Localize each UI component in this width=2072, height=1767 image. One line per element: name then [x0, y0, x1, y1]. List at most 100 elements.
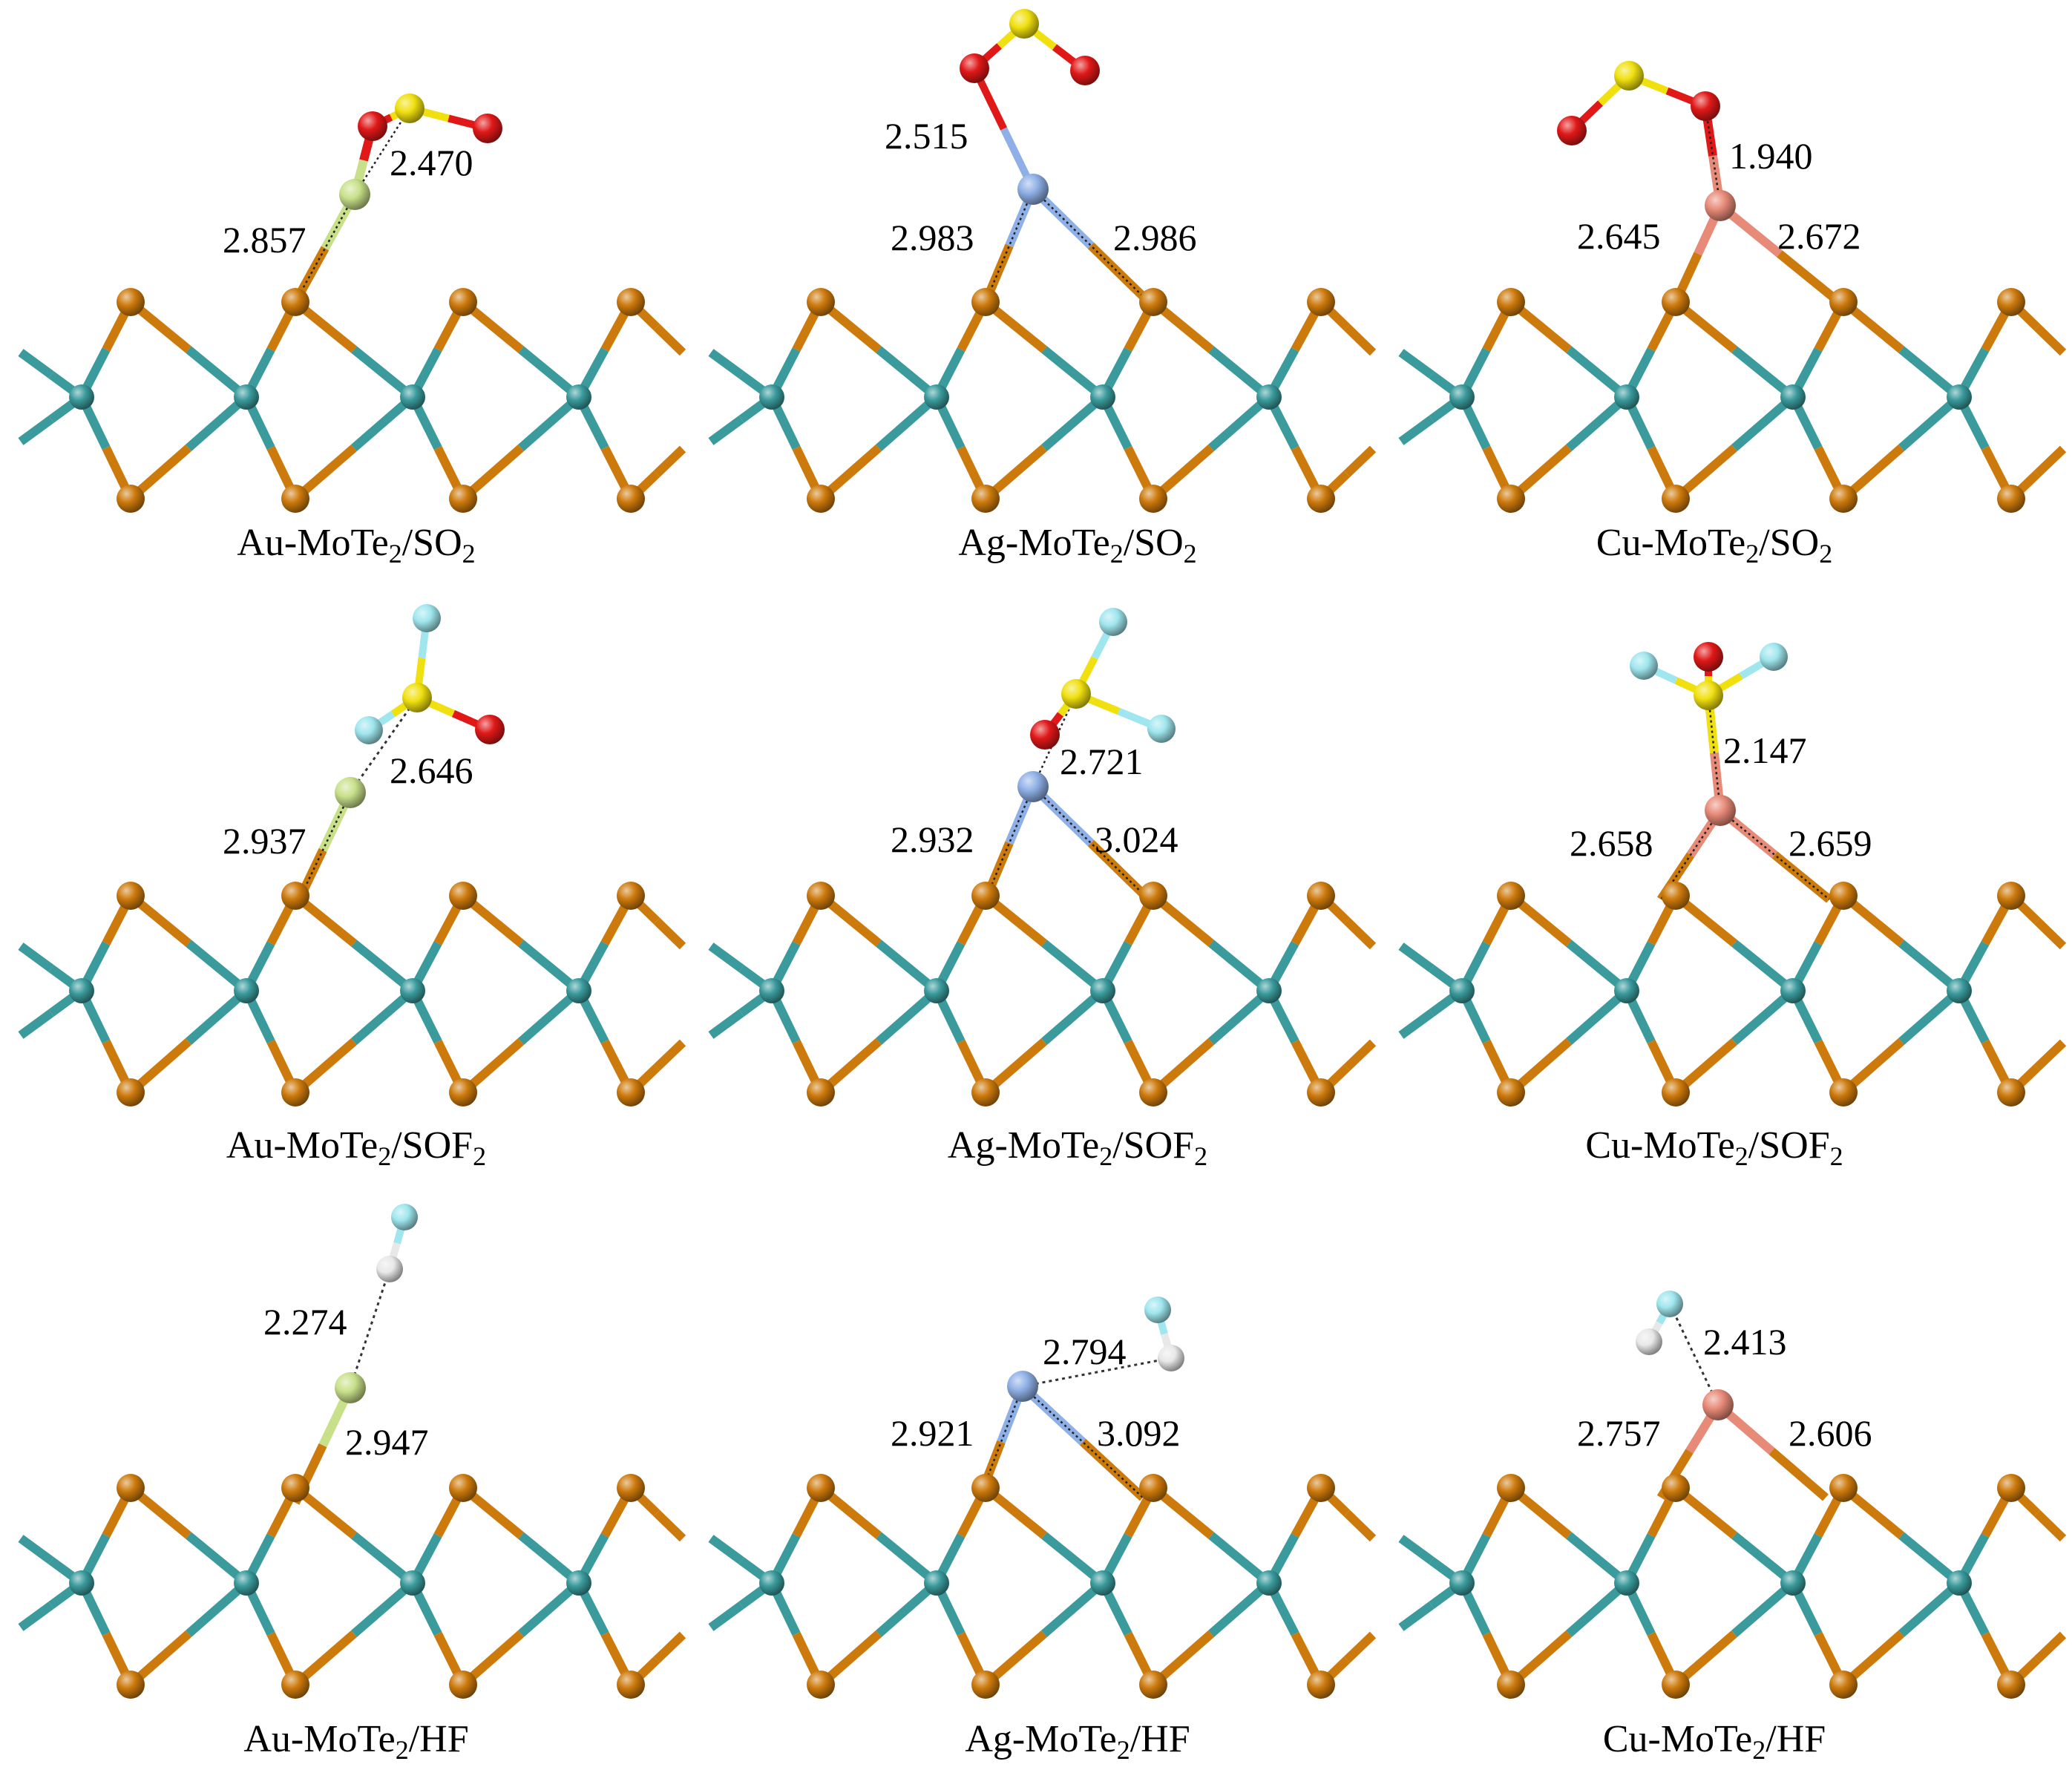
te-atom [807, 1078, 835, 1107]
te-atom [971, 1078, 1000, 1107]
ag-hf-mote-bond [1098, 1581, 1158, 1687]
cu-sof2-mote-bond [1840, 892, 1962, 994]
ag-sof2-distance-label: 2.721 [1060, 741, 1144, 782]
ag-dopant-atom [1007, 1371, 1038, 1402]
te-atom [1829, 1671, 1858, 1699]
cu-hf-mote-bond [1508, 1579, 1630, 1688]
au-so2-mote-bond [77, 395, 135, 501]
au-hf-distance-label: 2.947 [345, 1421, 429, 1463]
te-atom [1307, 1078, 1335, 1107]
te-atom [1307, 882, 1335, 910]
cu-so2-mote-bond [1622, 300, 1680, 399]
te-atom [1307, 1671, 1335, 1699]
mo-atom [759, 1570, 784, 1596]
te-atom [1307, 1474, 1335, 1502]
ag-sof2-mote-bond [818, 987, 940, 1096]
te-atom [1829, 1474, 1858, 1502]
ag-sof2-mote-bond [818, 892, 940, 994]
mo-atom [566, 978, 591, 1003]
te-atom [1662, 1474, 1690, 1502]
cu-hf-distance-label: 2.413 [1703, 1321, 1787, 1363]
mo-atom [1780, 384, 1806, 410]
bonds-layer [18, 21, 2067, 1688]
te-atom [1139, 882, 1167, 910]
cu-hf-mote-bond [1673, 1579, 1796, 1688]
au-hf-mote-bond [574, 1486, 635, 1585]
ag-so2-mote-bond [1098, 395, 1158, 501]
te-atom [1139, 485, 1167, 513]
au-hf-mote-bond [242, 1581, 300, 1687]
cu-sof2-mote-bond [1789, 894, 1848, 993]
te-atom [281, 1671, 309, 1699]
au-dopant-atom [335, 777, 366, 808]
te-atom [1497, 288, 1525, 316]
o-atom [1694, 642, 1723, 672]
cu-hf-cu-f-contact [1668, 1303, 1719, 1406]
au-sof2-mote-bond [460, 892, 582, 994]
te-atom [1997, 288, 2025, 316]
te-atom [971, 485, 1000, 513]
o-atom [960, 53, 989, 83]
cu-so2-mote-bond [1673, 298, 1796, 401]
cu-sof2-cu-s-contact [1707, 695, 1722, 811]
te-atom [117, 288, 145, 316]
ag-dopant-atom [1017, 771, 1049, 802]
cu-hf-mote-bond [1508, 1484, 1630, 1587]
te-atom [449, 1671, 477, 1699]
te-atom [1497, 1078, 1525, 1107]
te-atom [1307, 485, 1335, 513]
te-atom [1497, 1474, 1525, 1502]
te-atom [1997, 1671, 2025, 1699]
ag-so2-distance-label: 2.986 [1113, 217, 1197, 258]
ag-hf-mote-bond [767, 1581, 825, 1687]
f-atom [413, 604, 441, 632]
te-atom [117, 485, 145, 513]
te-atom [971, 882, 1000, 910]
te-atom [1829, 485, 1858, 513]
ag-hf-ag-h-contact [1022, 1357, 1172, 1388]
te-atom [807, 288, 835, 316]
au-sof2-mote-bond [574, 989, 635, 1095]
mo-atom [924, 978, 949, 1003]
mo-atom [924, 384, 949, 410]
ag-so2-mote-bond [983, 298, 1106, 401]
te-atom [617, 1474, 645, 1502]
cu-so2-mote-bond [1955, 395, 2016, 501]
ag-hf-mote-bond [932, 1581, 990, 1687]
au-sof2-caption: Au-MoTe2/SOF2 [226, 1124, 486, 1171]
au-so2-caption: Au-MoTe2/SO2 [237, 522, 475, 568]
cu-dopant-atom [1705, 795, 1736, 826]
au-sof2-distance-label: 2.646 [390, 750, 473, 791]
mo-atom [69, 384, 94, 410]
ag-sof2-mote-bond [1265, 989, 1325, 1095]
s-atom [1009, 9, 1039, 39]
au-sof2-mote-bond [408, 894, 468, 993]
cu-so2-mote-bond [1508, 298, 1630, 401]
te-atom [117, 1671, 145, 1699]
au-so2-mote-bond [574, 395, 635, 501]
ag-so2-distance-label: 2.983 [891, 217, 974, 258]
au-so2-mote-bond [574, 300, 635, 399]
o-atom [1691, 91, 1720, 121]
te-atom [1829, 1078, 1858, 1107]
te-atom [807, 1671, 835, 1699]
cu-so2-cu-o-contact [1704, 105, 1722, 206]
te-atom [1662, 1671, 1690, 1699]
ag-sof2-mote-bond [767, 894, 825, 993]
ag-hf-mote-bond [932, 1486, 990, 1585]
te-atom [281, 882, 309, 910]
au-hf-mote-bond [574, 1581, 635, 1687]
mo-atom [1947, 384, 1972, 410]
labels-layer: 2.470 2.857 Au-MoTe2/SO2 2.515 2.983 2.986 Ag-… [223, 115, 1872, 1765]
au-hf-mote-bond [460, 1484, 582, 1587]
mo-atom [566, 1570, 591, 1596]
au-so2-mote-bond [242, 300, 300, 399]
te-atom [281, 1474, 309, 1502]
mo-atom [1449, 1570, 1475, 1596]
te-atom [807, 485, 835, 513]
o-atom [475, 715, 505, 744]
ag-hf-mote-bond [818, 1579, 940, 1688]
cu-sof2-mote-bond [1955, 894, 2016, 993]
ag-sof2-distance-label: 2.932 [891, 819, 974, 860]
